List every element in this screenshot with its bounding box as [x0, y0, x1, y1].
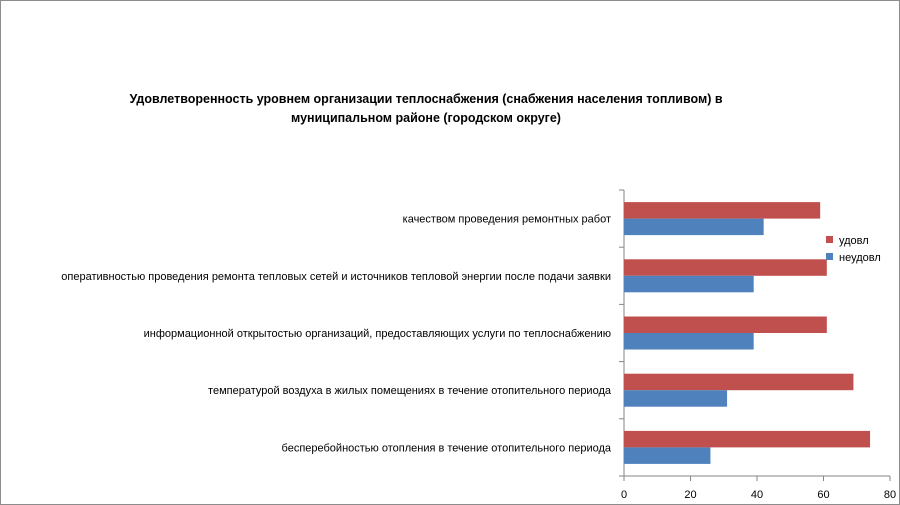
- x-tick-label: 0: [621, 489, 627, 501]
- category-label: оперативностью проведения ремонта теплов…: [61, 271, 611, 283]
- bar-удовл: [624, 202, 821, 219]
- bar-неудовл: [624, 218, 764, 236]
- bar-удовл: [624, 316, 827, 333]
- bar-удовл: [624, 373, 854, 391]
- legend-swatch: [826, 253, 833, 260]
- bar-неудовл: [624, 390, 728, 407]
- bar-неудовл: [624, 333, 754, 350]
- legend-label: удовл: [839, 235, 869, 247]
- bar-неудовл: [624, 275, 754, 293]
- legend-label: неудовл: [839, 252, 881, 264]
- legend: удовл неудовл: [826, 235, 881, 264]
- x-tick-labels: 0 20 40 60 80: [621, 489, 896, 501]
- bar-неудовл: [624, 447, 711, 464]
- category-label: информационной открытостью организаций, …: [144, 328, 611, 340]
- x-tick-label: 40: [751, 489, 763, 501]
- x-tick-label: 80: [884, 489, 896, 501]
- x-tick-label: 60: [817, 489, 829, 501]
- category-labels: качеством проведения ремонтных работ опер…: [61, 214, 612, 455]
- category-label: качеством проведения ремонтных работ: [403, 214, 611, 226]
- bar-удовл: [624, 259, 827, 276]
- bar-удовл: [624, 430, 871, 448]
- category-label: температурой воздуха в жилых помещениях …: [208, 385, 612, 397]
- category-label: бесперебойностью отопления в течение ото…: [282, 442, 612, 454]
- x-tick-label: 20: [684, 489, 696, 501]
- legend-swatch: [826, 236, 833, 243]
- chart-title: Удовлетворенность уровнем организации те…: [129, 92, 723, 125]
- bars: [624, 202, 871, 464]
